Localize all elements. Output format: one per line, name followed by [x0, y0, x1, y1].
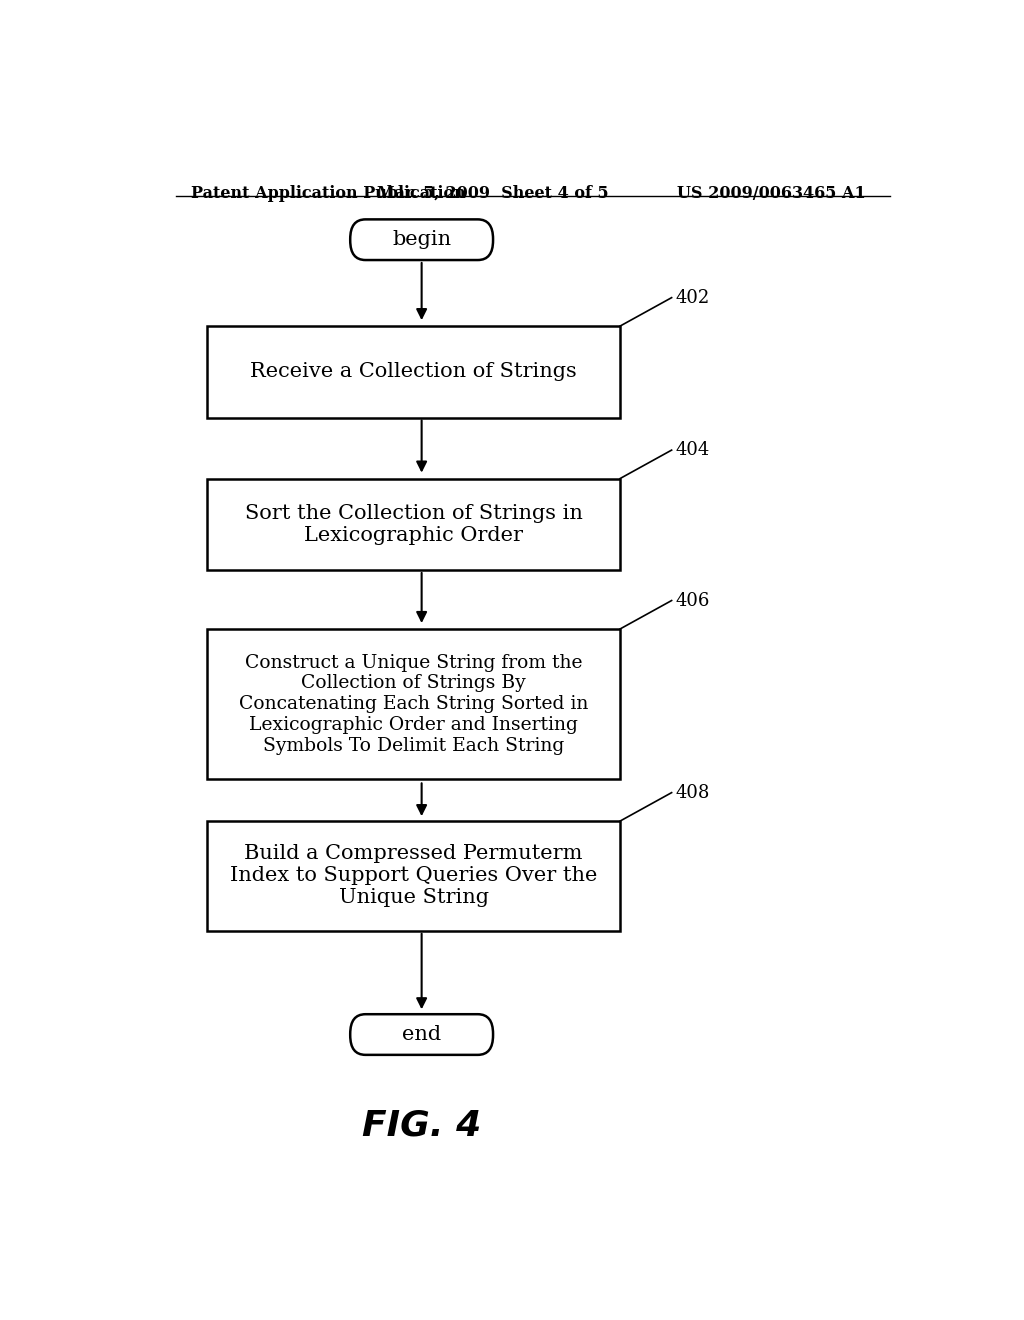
Text: 408: 408	[676, 784, 710, 801]
Text: 402: 402	[676, 289, 710, 306]
FancyBboxPatch shape	[350, 219, 494, 260]
Text: US 2009/0063465 A1: US 2009/0063465 A1	[677, 185, 866, 202]
Text: 406: 406	[676, 591, 710, 610]
Text: Construct a Unique String from the
Collection of Strings By
Concatenating Each S: Construct a Unique String from the Colle…	[239, 653, 589, 755]
Bar	[207, 326, 621, 417]
Text: Mar. 5, 2009  Sheet 4 of 5: Mar. 5, 2009 Sheet 4 of 5	[377, 185, 609, 202]
Text: FIG. 4: FIG. 4	[362, 1109, 481, 1142]
Text: Build a Compressed Permuterm
Index to Support Queries Over the
Unique String: Build a Compressed Permuterm Index to Su…	[230, 845, 597, 907]
Text: Patent Application Publication: Patent Application Publication	[191, 185, 466, 202]
Bar	[207, 630, 621, 779]
Text: Sort the Collection of Strings in
Lexicographic Order: Sort the Collection of Strings in Lexico…	[245, 504, 583, 545]
Bar	[207, 821, 621, 931]
FancyBboxPatch shape	[350, 1014, 494, 1055]
Text: 404: 404	[676, 441, 710, 459]
Text: Receive a Collection of Strings: Receive a Collection of Strings	[250, 363, 578, 381]
Bar	[207, 479, 621, 570]
Text: begin: begin	[392, 230, 452, 249]
Text: end: end	[402, 1026, 441, 1044]
